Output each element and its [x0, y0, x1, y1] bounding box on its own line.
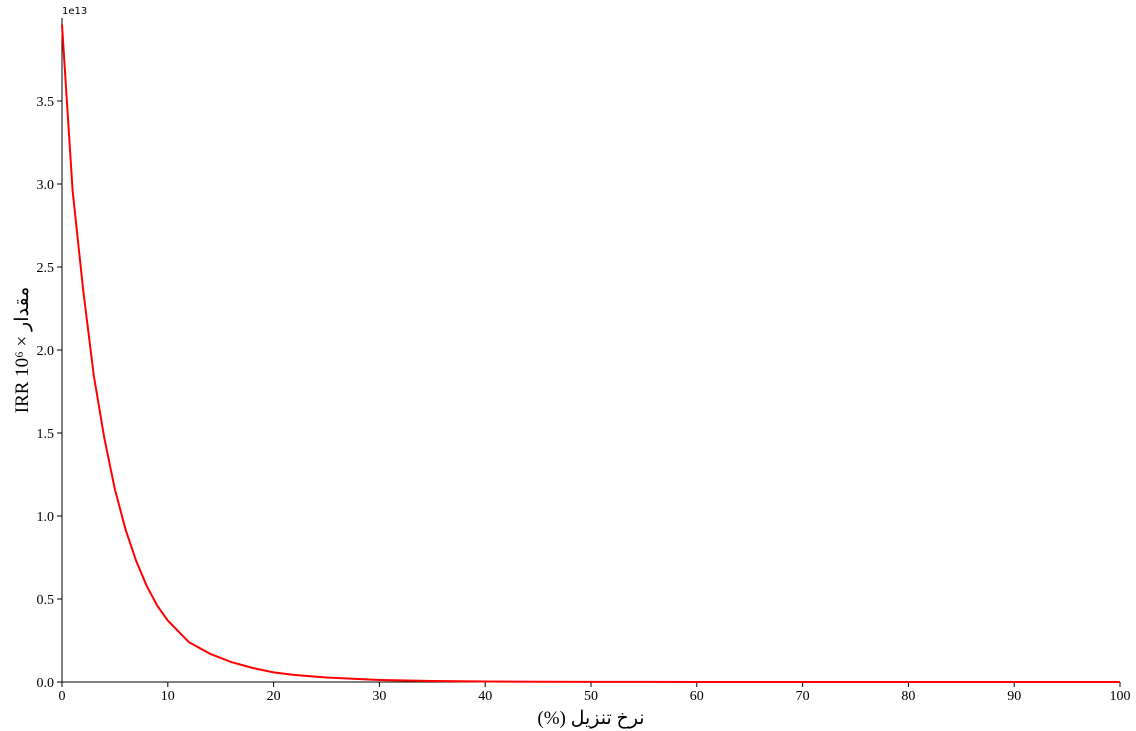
y-axis-label: مقدار × 10⁶ IRR — [12, 287, 33, 414]
y-tick-label: 2.5 — [37, 261, 55, 276]
y-tick-label: 3.5 — [37, 95, 55, 110]
series-line — [61, 24, 1120, 683]
x-tick-label: 80 — [901, 689, 915, 704]
x-tick-label: 60 — [690, 689, 704, 704]
y-tick-label: 1.0 — [37, 510, 55, 525]
y-tick-label: 1.5 — [37, 427, 55, 442]
y-tick-label: 2.0 — [37, 344, 55, 359]
x-tick-label: 70 — [796, 689, 810, 704]
x-tick-label: 20 — [267, 689, 281, 704]
y-tick-label: 0.0 — [37, 676, 55, 691]
y-offset-label: 1e13 — [62, 6, 87, 17]
ticks: 0 10 20 30 40 50 60 70 80 90 100 0.0 0.5 1.0 1.5 2.0 2.5… — [37, 95, 1131, 704]
x-tick-label: 40 — [478, 689, 492, 704]
y-tick-label: 3.0 — [37, 178, 55, 193]
x-tick-label: 90 — [1007, 689, 1021, 704]
x-tick-label: 50 — [584, 689, 598, 704]
x-tick-label: 30 — [372, 689, 386, 704]
x-tick-label: 0 — [59, 689, 66, 704]
x-tick-label: 100 — [1110, 689, 1131, 704]
y-tick-label: 0.5 — [37, 593, 55, 608]
x-axis-label: نرخ تنزیل (%) — [537, 708, 644, 729]
x-tick-label: 10 — [161, 689, 175, 704]
